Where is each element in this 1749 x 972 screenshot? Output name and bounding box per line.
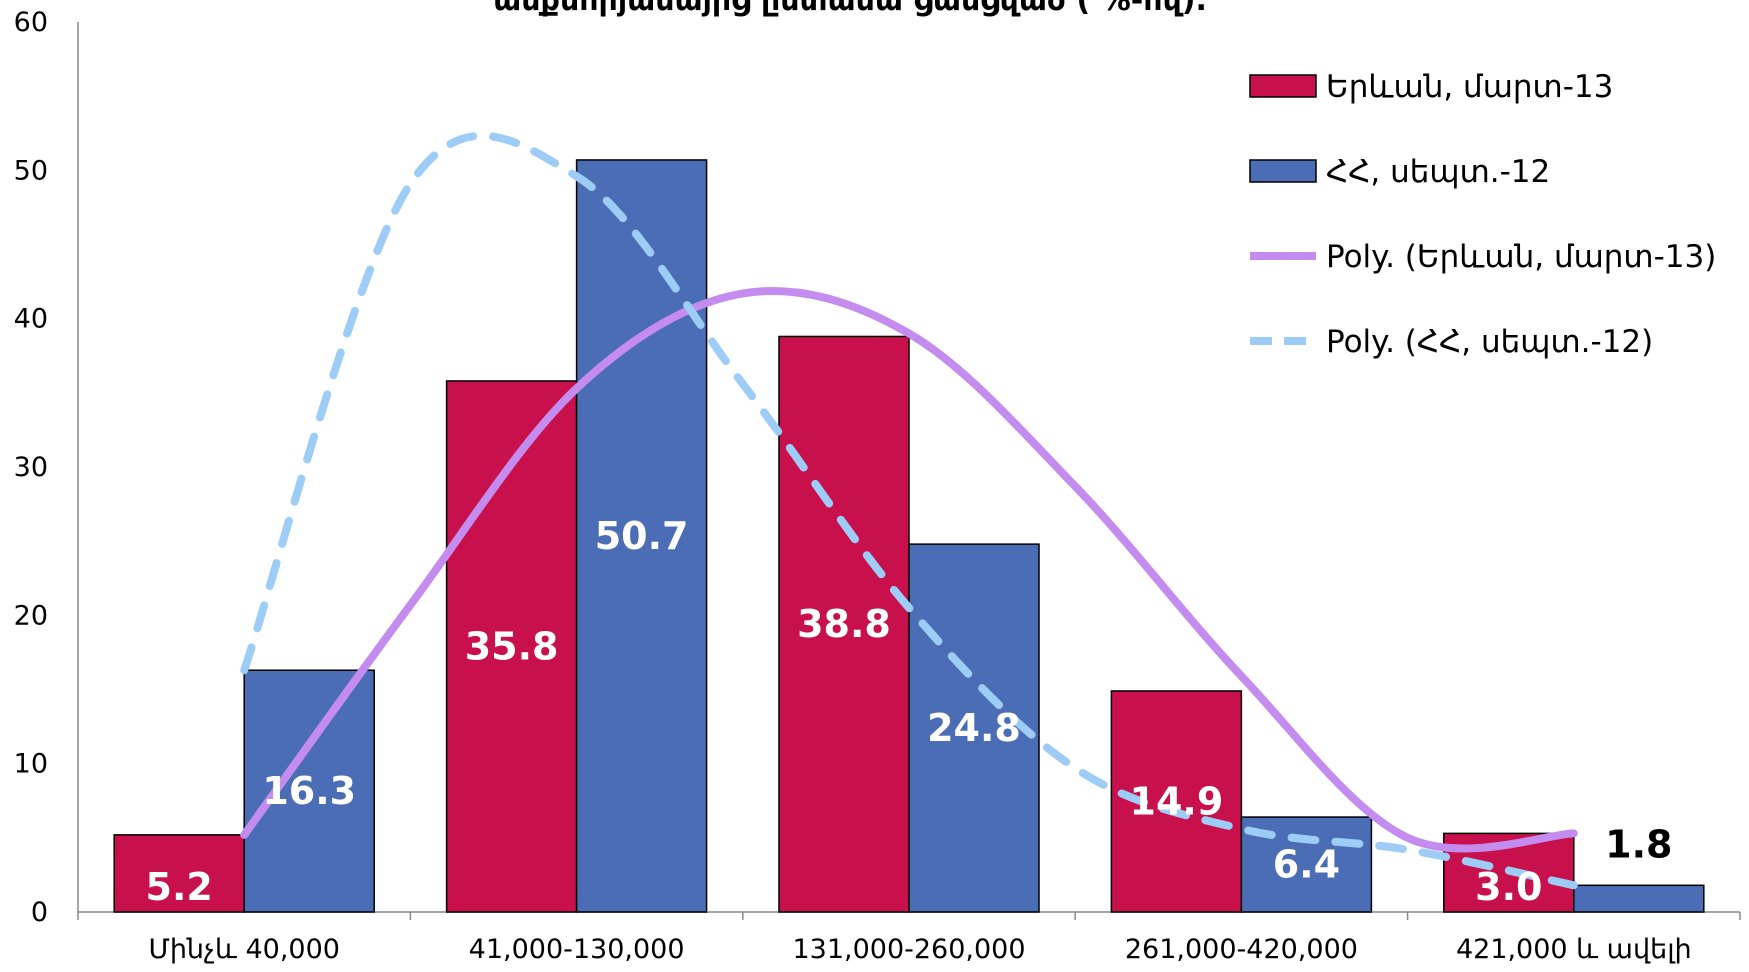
y-tick-label: 40 bbox=[14, 304, 48, 335]
bar-armenia bbox=[1574, 885, 1704, 912]
legend-label: Poly. (Երևան, մարտ-13) bbox=[1326, 239, 1716, 275]
data-label: 35.8 bbox=[465, 624, 559, 668]
data-label: 1.8 bbox=[1605, 822, 1672, 866]
y-tick-label: 60 bbox=[14, 7, 48, 38]
legend-swatch bbox=[1250, 75, 1316, 97]
y-tick-label: 20 bbox=[14, 600, 48, 631]
legend-label: Poly. (ՀՀ, սեպտ.-12) bbox=[1326, 324, 1653, 360]
x-tick-label: 261,000-420,000 bbox=[1125, 934, 1358, 965]
y-tick-label: 50 bbox=[14, 155, 48, 186]
data-label: 14.9 bbox=[1130, 779, 1224, 823]
legend-swatch bbox=[1250, 160, 1316, 182]
x-tick-labels: Մինչև 40,000 41,000-130,000 131,000-260,00… bbox=[148, 934, 1691, 965]
x-tick-label: 131,000-260,000 bbox=[792, 934, 1025, 965]
data-label: 5.2 bbox=[146, 865, 213, 909]
x-tick-label: 421,000 և ավելի bbox=[1456, 934, 1692, 965]
legend-label: ՀՀ, սեպտ.-12 bbox=[1326, 154, 1550, 190]
data-label: 6.4 bbox=[1273, 843, 1340, 887]
y-tick-label: 10 bbox=[14, 749, 48, 780]
legend: Երևան, մարտ-13 ՀՀ, սեպտ.-12 Poly. (Երևան, … bbox=[1250, 69, 1716, 360]
y-tick-label: 30 bbox=[14, 452, 48, 483]
data-label: 38.8 bbox=[797, 602, 891, 646]
data-label: 50.7 bbox=[595, 514, 689, 558]
legend-label: Երևան, մարտ-13 bbox=[1326, 69, 1613, 105]
x-tick-label: 41,000-130,000 bbox=[469, 934, 685, 965]
data-label: 3.0 bbox=[1475, 865, 1542, 909]
data-label: 24.8 bbox=[927, 706, 1021, 750]
chart-title: անքնորյանայից ըստանա ցանցված ( %-ով). bbox=[493, 0, 1207, 18]
x-tick-label: Մինչև 40,000 bbox=[148, 934, 339, 965]
data-label: 16.3 bbox=[262, 769, 356, 813]
y-tick-label: 0 bbox=[31, 897, 48, 928]
